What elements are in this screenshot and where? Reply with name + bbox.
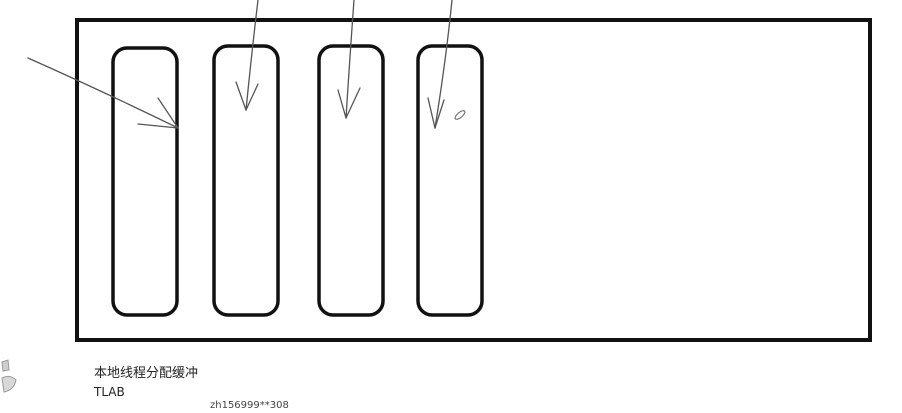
heap-area bbox=[75, 18, 872, 342]
arrow-to-buffer-3 bbox=[337, 0, 361, 119]
tlab-buffer-4 bbox=[416, 44, 484, 317]
arrow-to-buffer-1 bbox=[27, 57, 179, 129]
arrow-to-buffer-2 bbox=[235, 0, 259, 111]
caption-title-cn: 本地线程分配缓冲 bbox=[94, 366, 199, 381]
tlab-diagram bbox=[27, 0, 872, 342]
tlab-buffer-3 bbox=[317, 44, 385, 317]
logo-icon bbox=[1, 359, 17, 393]
caption-title-en: TLAB bbox=[94, 385, 125, 399]
tlab-buffer-2 bbox=[212, 44, 280, 317]
scribble-mark bbox=[454, 110, 466, 120]
watermark-text: zh156999**308 bbox=[210, 400, 289, 411]
tlab-buffer-1 bbox=[111, 46, 179, 317]
arrow-to-buffer-4 bbox=[427, 0, 453, 129]
